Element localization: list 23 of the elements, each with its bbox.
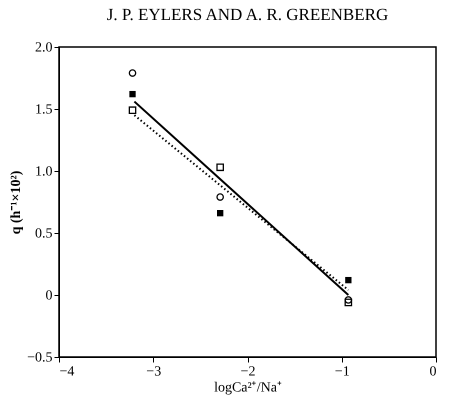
chart-title: J. P. EYLERS AND A. R. GREENBERG [106, 5, 388, 24]
point [129, 90, 136, 98]
x-tick-label: 0 [430, 364, 436, 380]
x-axis-title: logCa²⁺/Na⁺ [214, 380, 282, 396]
y-tick-label: 0.5 [35, 226, 52, 242]
point [216, 193, 224, 201]
x-tick-label: −1 [334, 364, 350, 380]
point [344, 298, 352, 306]
point [345, 276, 352, 284]
x-tick-label: −3 [146, 364, 162, 380]
y-tick-label: 1.5 [35, 102, 52, 118]
y-tick-label: 2.0 [35, 40, 52, 56]
x-tick-label: −4 [60, 364, 74, 380]
x-tick-label: −2 [240, 364, 256, 380]
y-tick-label: 1.0 [35, 164, 52, 180]
y-axis-title: q (h⁻¹×10²) [9, 170, 24, 234]
point [217, 210, 224, 216]
y-tick-label: 0 [46, 288, 52, 304]
point [128, 69, 136, 77]
point [344, 296, 352, 304]
point [128, 106, 136, 114]
point [216, 163, 224, 172]
y-tick-label: −0.5 [27, 350, 52, 366]
